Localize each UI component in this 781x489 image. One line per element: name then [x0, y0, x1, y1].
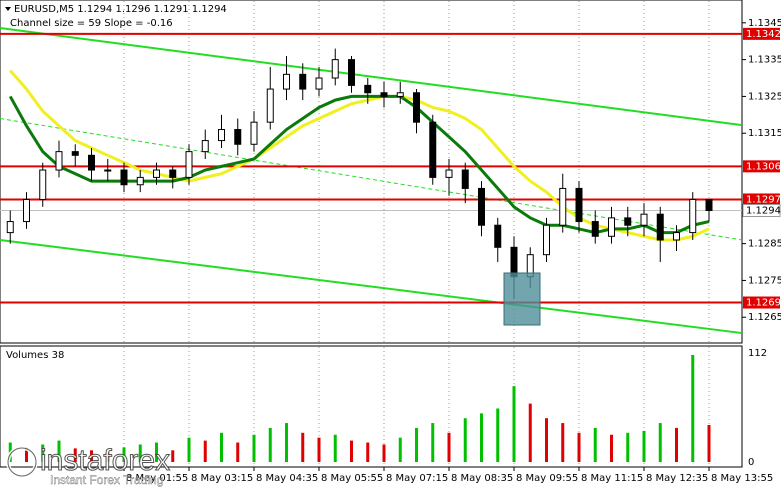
candle-body: [656, 213, 664, 241]
candle-body: [6, 221, 14, 234]
volume-tick-label: 112: [748, 348, 767, 359]
candle-body: [283, 73, 290, 90]
level-label-box: [743, 160, 780, 173]
level-label: 1.1342: [746, 29, 781, 40]
y-tick-label: 1.1285: [748, 239, 781, 250]
level-label: 1.1297: [746, 194, 781, 205]
candle-body: [250, 121, 258, 145]
candle-body: [136, 176, 144, 186]
x-tick-label: 8 May 08:35: [451, 473, 513, 484]
candle-body: [445, 169, 453, 178]
candle-body: [88, 154, 95, 171]
candle-body: [169, 169, 177, 178]
level-label-box: [743, 193, 780, 206]
x-tick-label: 8 May 07:15: [386, 473, 448, 484]
candle-body: [299, 73, 307, 90]
candle-body: [348, 59, 355, 86]
candle-body: [543, 224, 550, 256]
candle-body: [591, 221, 599, 237]
candle-body: [461, 169, 469, 189]
candle-body: [380, 92, 388, 97]
price-panel: [0, 0, 743, 344]
x-tick-label: 8 May 11:15: [581, 473, 643, 484]
candle-body: [55, 151, 63, 171]
candle-body: [364, 84, 372, 94]
candle-body: [575, 187, 583, 223]
watermark: instaforex Instant Forex Trading: [6, 443, 171, 487]
level-label: 1.1269: [746, 298, 781, 309]
candle-body: [559, 187, 567, 226]
candle-body: [71, 151, 79, 156]
x-tick-label: 8 May 03:15: [191, 473, 253, 484]
watermark-logo-outline: [7, 447, 37, 477]
level-label: 1.1306: [746, 161, 781, 172]
chart-subtitle: Channel size = 59 Slope = -0.16: [10, 18, 173, 29]
candle-body: [153, 169, 160, 178]
candle-body: [39, 169, 47, 200]
candle-body: [640, 213, 648, 226]
channel-line: [0, 238, 743, 335]
candle-body: [624, 217, 632, 226]
candle-body: [396, 92, 404, 97]
y-tick-label: 1.1345: [748, 18, 781, 29]
y-tick-label: 1.1315: [748, 128, 781, 139]
watermark-tagline: Instant Forex Trading: [50, 473, 163, 487]
channel-line: [0, 26, 743, 127]
candle-body: [331, 59, 339, 79]
y-tick-label: 1.1325: [748, 91, 781, 102]
volume-tick-label: 0: [748, 457, 754, 468]
candle-body: [23, 198, 30, 223]
volume-panel: [0, 345, 743, 468]
candle-body: [673, 232, 680, 241]
x-tick-label: 8 May 13:55: [711, 473, 773, 484]
x-tick-label: 8 May 09:55: [516, 473, 578, 484]
candle-body: [201, 140, 209, 153]
menu-arrow: [5, 7, 11, 11]
candle-body: [185, 151, 193, 178]
y-tick-label: 1.1275: [748, 275, 781, 286]
x-tick-label: 8 May 04:35: [256, 473, 318, 484]
candle-body: [413, 92, 420, 123]
candle-body: [510, 246, 518, 278]
candle-body: [234, 129, 242, 145]
candle-body: [315, 77, 323, 90]
candle-body: [120, 169, 128, 186]
current-price-box: [742, 204, 781, 218]
highlight-zone: [503, 272, 541, 326]
x-tick-label: 8 May 05:55: [321, 473, 383, 484]
channel-line: [0, 118, 743, 241]
watermark-brand: instaforex: [40, 444, 170, 477]
level-label-box: [743, 296, 780, 309]
x-tick-label: 8 May 01:55: [126, 473, 188, 484]
y-tick-label: 1.1265: [748, 312, 781, 323]
candle-body: [705, 198, 713, 212]
current-price-label: 1.1294: [746, 206, 781, 217]
y-tick-label: 1.1335: [748, 55, 781, 66]
candle-body: [429, 121, 437, 178]
candle-body: [104, 169, 112, 172]
candle-body: [218, 129, 225, 142]
candle-body: [608, 217, 615, 237]
chart-title: EURUSD,M5 1.1294 1.1296 1.1291 1.1294: [14, 4, 227, 15]
candle-body: [266, 88, 274, 123]
volume-title: Volumes 38: [6, 350, 64, 361]
x-tick-label: 8 May 12:35: [646, 473, 708, 484]
level-label-box: [743, 27, 780, 40]
candle-body: [478, 187, 485, 226]
candle-body: [689, 198, 697, 234]
candle-body: [494, 224, 502, 248]
